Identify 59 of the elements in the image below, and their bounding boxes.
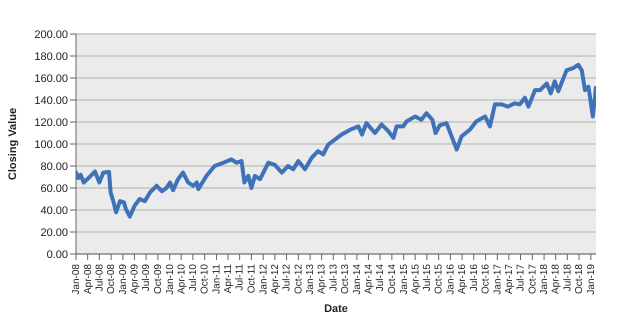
y-tick-label: 40.00 (40, 204, 68, 217)
x-tick-label: Jul-13 (328, 264, 340, 292)
x-tick-label: Jul-16 (468, 264, 480, 292)
x-tick-label: Apr-08 (82, 264, 94, 294)
x-tick-label: Jul-15 (422, 264, 433, 292)
x-tick-label: Oct-18 (574, 264, 586, 294)
y-tick-label: 0.00 (46, 248, 68, 261)
x-axis-title: Date (324, 303, 348, 315)
x-tick-label: Jul-09 (141, 264, 152, 292)
y-tick-label: 60.00 (40, 182, 68, 195)
x-tick-label: Apr-13 (316, 264, 328, 294)
x-tick-label: Apr-18 (550, 264, 562, 294)
y-tick-label: 200.00 (34, 28, 68, 41)
x-tick-label: Jan-14 (352, 264, 363, 295)
y-tick-label: 80.00 (40, 160, 68, 173)
y-tick-label: 20.00 (40, 226, 68, 239)
y-tick-label: 140.00 (34, 94, 68, 107)
x-tick-label: Jul-08 (94, 264, 106, 292)
y-tick-label: 100.00 (34, 138, 68, 151)
x-tick-label: Oct-09 (152, 264, 164, 294)
x-tick-label: Apr-17 (504, 264, 515, 294)
x-tick-label: Oct-08 (106, 264, 118, 294)
x-tick-label: Apr-15 (410, 264, 422, 294)
x-tick-label: Jan-16 (446, 264, 457, 295)
y-tick-label: 180.00 (34, 50, 68, 63)
x-tick-label: Apr-14 (364, 264, 375, 294)
x-tick-label: Apr-09 (130, 264, 141, 294)
x-tick-label: Oct-11 (246, 264, 258, 294)
x-tick-label: Apr-10 (176, 264, 188, 294)
x-tick-label: Jan-19 (586, 264, 597, 295)
x-tick-label: Jan-10 (164, 264, 176, 295)
y-tick-label: 160.00 (34, 72, 68, 85)
x-tick-label: Jul-18 (562, 264, 574, 292)
x-tick-label: Oct-17 (527, 264, 538, 294)
x-tick-label: Jul-17 (516, 264, 527, 292)
x-tick-label: Jan-13 (305, 264, 316, 295)
x-tick-label: Jan-11 (212, 264, 223, 294)
x-tick-label: Jul-11 (234, 264, 246, 290)
y-axis-title: Closing Value (6, 108, 19, 180)
x-tick-label: Jul-14 (375, 264, 386, 292)
x-tick-label: Oct-14 (386, 264, 398, 294)
x-tick-label: Jan-17 (492, 264, 504, 295)
x-tick-label: Oct-12 (293, 264, 304, 294)
x-tick-label: Oct-15 (434, 264, 445, 294)
x-tick-label: Jan-09 (118, 264, 129, 295)
x-tick-label: Jan-08 (71, 264, 82, 295)
line-series (76, 62, 596, 219)
x-tick-label: Oct-16 (480, 264, 492, 294)
y-tick-label: 120.00 (34, 116, 68, 129)
x-tick-label: Jan-15 (398, 264, 410, 295)
x-tick-label: Apr-16 (457, 264, 468, 294)
x-tick-label: Jul-12 (282, 264, 293, 292)
x-tick-label: Jan-18 (539, 264, 550, 295)
x-tick-label: Oct-10 (200, 264, 211, 294)
x-tick-label: Oct-13 (340, 264, 352, 294)
x-tick-label: Apr-12 (270, 264, 281, 294)
x-tick-label: Jan-12 (258, 264, 270, 295)
x-tick-label: Jul-10 (188, 264, 199, 292)
x-tick-label: Apr-11 (223, 264, 234, 294)
